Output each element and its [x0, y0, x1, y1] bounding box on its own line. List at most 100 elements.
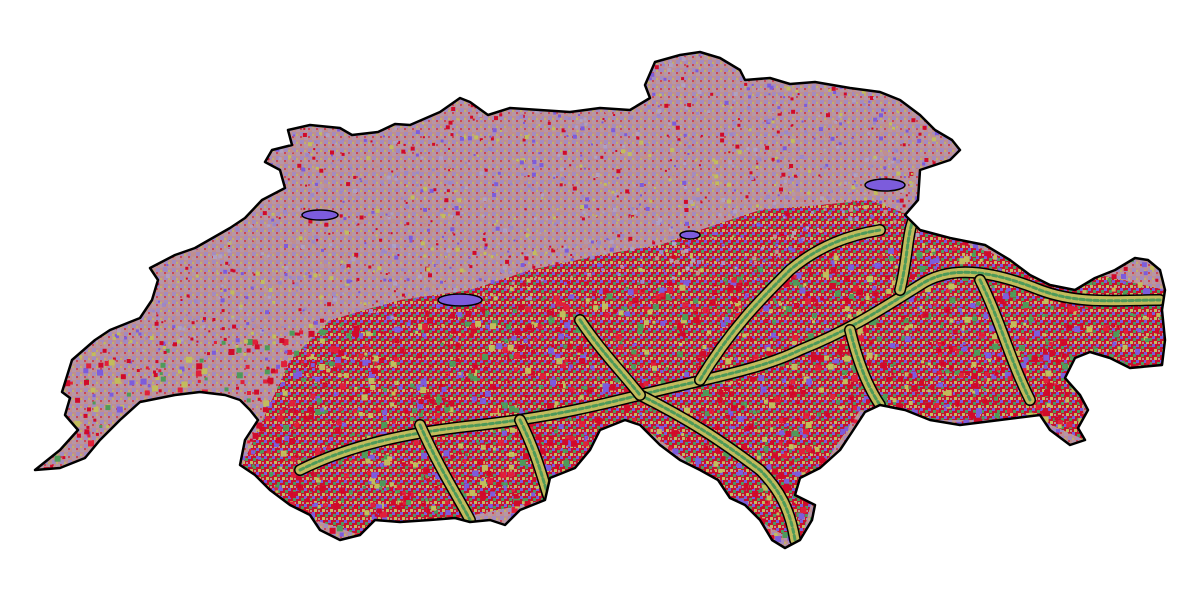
raster-cell	[979, 418, 983, 422]
raster-cell	[721, 243, 725, 247]
raster-cell	[563, 506, 570, 513]
raster-cell	[712, 290, 717, 296]
raster-cell	[1156, 179, 1159, 181]
raster-cell	[976, 408, 982, 414]
raster-cell	[1118, 248, 1124, 254]
raster-cell	[1109, 509, 1115, 515]
raster-cell	[760, 386, 767, 393]
raster-cell	[956, 350, 961, 355]
raster-cell	[594, 93, 598, 96]
raster-cell	[968, 82, 971, 85]
raster-cell	[1142, 458, 1146, 462]
raster-cell	[556, 358, 563, 365]
raster-cell	[784, 311, 787, 315]
raster-cell	[134, 140, 136, 143]
raster-cell	[311, 80, 314, 82]
raster-cell	[951, 517, 955, 521]
raster-cell	[553, 222, 557, 226]
raster-cell	[1081, 278, 1084, 282]
raster-cell	[734, 306, 739, 311]
raster-cell	[254, 547, 260, 548]
raster-cell	[492, 408, 498, 414]
raster-cell	[1129, 369, 1133, 374]
raster-cell	[1100, 255, 1106, 261]
raster-cell	[1137, 519, 1142, 523]
raster-cell	[1046, 164, 1051, 169]
raster-cell	[231, 104, 236, 109]
raster-cell	[138, 332, 142, 336]
raster-cell	[934, 403, 940, 408]
raster-cell	[881, 108, 884, 112]
raster-cell	[792, 279, 799, 286]
raster-cell	[842, 67, 845, 70]
raster-cell	[1076, 486, 1082, 492]
raster-cell	[262, 176, 265, 179]
raster-cell	[145, 366, 149, 370]
raster-cell	[563, 281, 567, 285]
raster-cell	[853, 173, 858, 178]
raster-cell	[1052, 59, 1055, 62]
raster-cell	[445, 404, 449, 408]
raster-cell	[902, 507, 907, 512]
raster-cell	[313, 320, 318, 325]
raster-cell	[704, 196, 707, 199]
raster-cell	[191, 405, 198, 412]
raster-cell	[783, 417, 788, 422]
raster-cell	[997, 536, 1001, 541]
raster-cell	[147, 317, 151, 321]
raster-cell	[706, 508, 713, 515]
raster-cell	[737, 498, 744, 505]
raster-cell	[243, 500, 249, 507]
raster-cell	[1009, 503, 1013, 507]
raster-cell	[931, 181, 934, 184]
raster-cell	[263, 315, 267, 319]
raster-cell	[360, 88, 363, 91]
raster-cell	[935, 487, 941, 493]
raster-cell	[669, 258, 674, 263]
raster-cell	[48, 165, 52, 169]
raster-cell	[836, 470, 842, 476]
raster-cell	[896, 464, 900, 468]
raster-cell	[328, 232, 331, 235]
raster-cell	[454, 180, 456, 183]
raster-cell	[334, 357, 341, 363]
raster-cell	[590, 365, 595, 370]
raster-cell	[175, 400, 180, 405]
raster-cell	[996, 211, 999, 214]
raster-cell	[583, 167, 586, 170]
raster-cell	[905, 194, 908, 197]
raster-cell	[798, 284, 803, 289]
raster-cell	[371, 472, 378, 479]
raster-cell	[840, 428, 846, 434]
raster-cell	[560, 210, 564, 215]
raster-cell	[1129, 109, 1132, 112]
raster-cell	[746, 430, 750, 434]
raster-cell	[937, 341, 942, 346]
raster-cell	[892, 126, 895, 130]
raster-cell	[323, 406, 327, 410]
raster-cell	[1145, 135, 1148, 138]
raster-cell	[803, 65, 806, 69]
raster-cell	[581, 267, 584, 269]
raster-cell	[122, 265, 126, 269]
raster-cell	[725, 501, 731, 506]
raster-cell	[875, 472, 879, 475]
raster-cell	[113, 239, 116, 242]
raster-cell	[62, 456, 66, 460]
raster-cell	[502, 265, 507, 270]
raster-cell	[354, 219, 357, 222]
raster-cell	[440, 342, 444, 346]
raster-cell	[723, 210, 727, 214]
raster-cell	[904, 372, 909, 377]
raster-cell	[70, 170, 74, 175]
raster-cell	[1088, 527, 1094, 533]
raster-cell	[358, 97, 363, 102]
raster-cell	[183, 458, 189, 464]
raster-cell	[310, 153, 313, 156]
raster-cell	[732, 523, 736, 527]
raster-cell	[144, 447, 148, 451]
raster-cell	[324, 110, 329, 115]
raster-cell	[303, 415, 310, 422]
raster-cell	[50, 71, 55, 75]
raster-cell	[228, 245, 231, 247]
